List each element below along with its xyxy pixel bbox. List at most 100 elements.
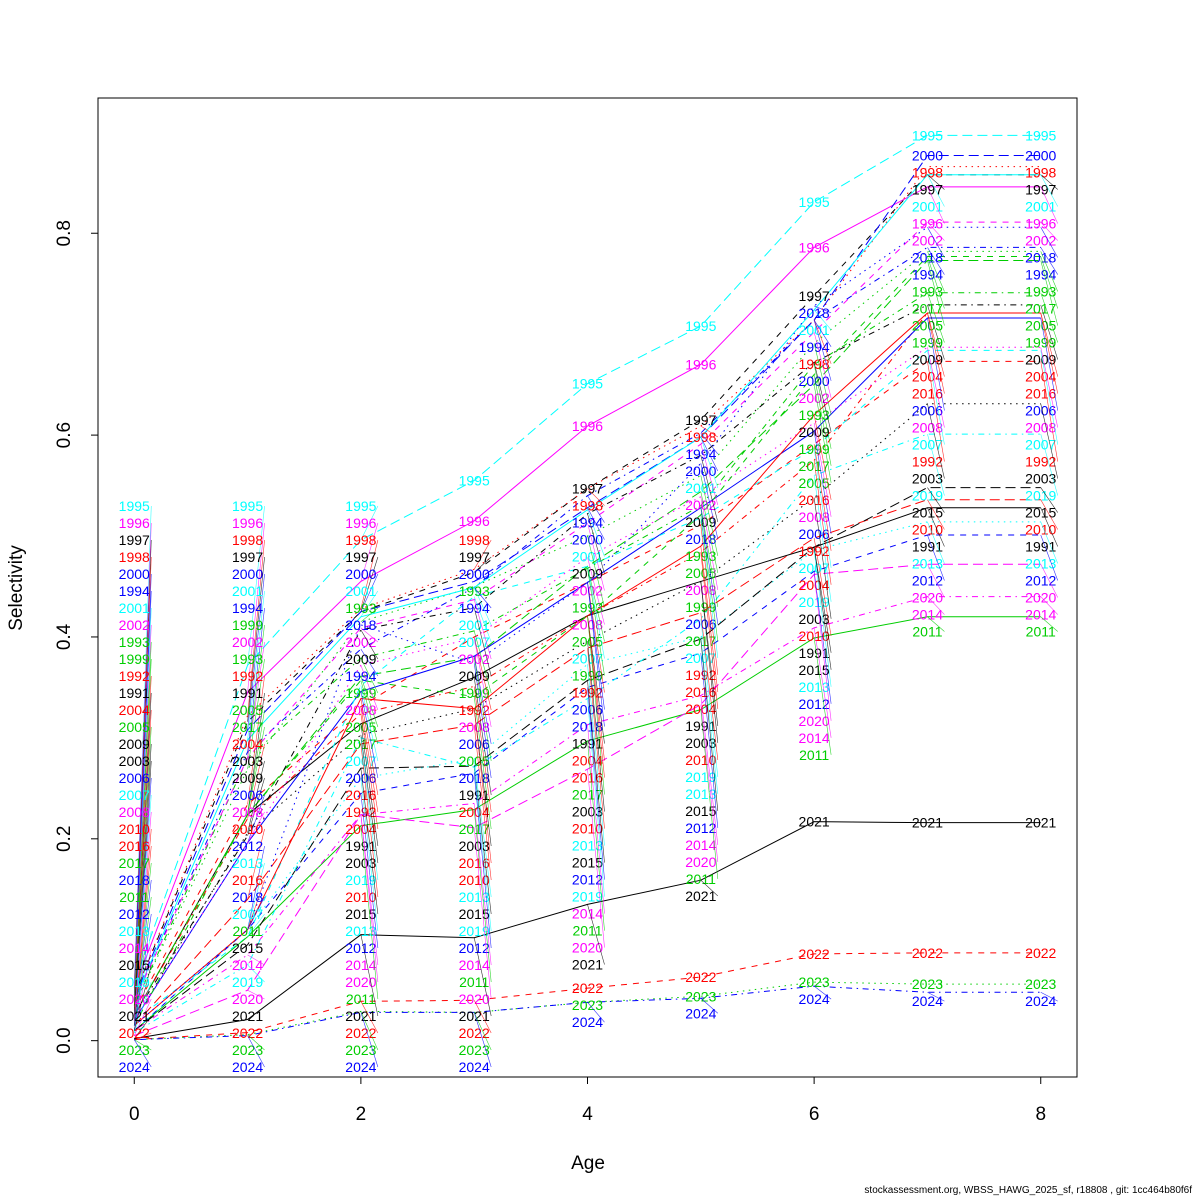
- point-label-group-2014: 2014: [119, 940, 152, 1031]
- point-label-group-2001: 2001: [799, 309, 832, 338]
- point-label-2007: 2007: [459, 634, 490, 650]
- label-leader-2023: [473, 1012, 492, 1051]
- point-label-1996: 1996: [1025, 216, 1056, 232]
- label-leader-2012: [813, 571, 832, 704]
- label-leader-2013: [927, 521, 945, 564]
- point-label-group-2001: 2001: [912, 174, 945, 215]
- point-label-group-2015: 2015: [345, 768, 379, 922]
- label-leader-2007: [247, 913, 265, 937]
- point-label-group-2001: 2001: [1025, 174, 1059, 215]
- point-label-2011: 2011: [1026, 624, 1056, 640]
- label-leader-1994: [813, 319, 832, 347]
- point-label-2011: 2011: [912, 624, 942, 640]
- point-label-group-2006: 2006: [572, 582, 605, 718]
- label-leader-2015: [587, 680, 605, 863]
- point-label-group-2008: 2008: [1025, 347, 1059, 436]
- point-label-1991: 1991: [912, 539, 943, 555]
- series-line-2010: [133, 499, 1041, 1026]
- label-leader-2001: [247, 590, 265, 740]
- point-label-group-2020: 2020: [1025, 564, 1059, 606]
- point-label-2003: 2003: [1025, 471, 1056, 487]
- point-label-2020: 2020: [345, 974, 376, 990]
- point-label-2013: 2013: [232, 855, 263, 871]
- label-leader-1993: [587, 535, 605, 608]
- label-leader-2020: [1040, 564, 1059, 598]
- point-label-2006: 2006: [232, 787, 263, 803]
- point-label-group-2015: 2015: [685, 638, 719, 819]
- point-label-group-2014: 2014: [912, 596, 945, 623]
- label-leader-2011: [473, 809, 492, 983]
- point-label-group-1997: 1997: [459, 549, 492, 573]
- point-label-2013: 2013: [1025, 556, 1056, 572]
- label-leader-2010: [1040, 499, 1059, 530]
- point-label-group-1995: 1995: [1025, 127, 1056, 143]
- label-leader-1998: [360, 539, 379, 609]
- point-label-group-2021: 2021: [1025, 815, 1056, 831]
- label-leader-2018: [700, 463, 719, 540]
- point-label-2011: 2011: [119, 889, 149, 905]
- label-leader-2009: [927, 304, 945, 360]
- label-leader-2013: [247, 862, 265, 930]
- point-label-group-2009: 2009: [119, 736, 152, 1016]
- point-label-1996: 1996: [572, 418, 603, 434]
- label-leader-2012: [927, 534, 945, 581]
- point-label-group-1998: 1998: [685, 425, 718, 445]
- label-leader-2012: [133, 913, 152, 1031]
- label-leader-1992: [247, 675, 265, 805]
- series-line-2003: [133, 403, 1041, 1021]
- point-label-group-2000: 2000: [685, 436, 719, 479]
- label-leader-2009: [813, 362, 832, 432]
- point-label-group-2012: 2012: [459, 773, 492, 956]
- label-leader-2009: [473, 607, 492, 677]
- label-leader-2023: [247, 1034, 265, 1051]
- label-leader-2020: [587, 769, 605, 948]
- point-label-2004: 2004: [799, 577, 830, 593]
- point-label-group-2020: 2020: [232, 989, 265, 1007]
- point-label-1997: 1997: [799, 288, 830, 304]
- point-label-group-2022: 2022: [799, 946, 830, 962]
- point-label-group-1994: 1994: [345, 648, 379, 684]
- point-label-group-1993: 1993: [1025, 251, 1059, 300]
- point-label-group-2001: 2001: [685, 437, 719, 496]
- label-leader-2024: [473, 1012, 492, 1068]
- point-label-group-2024: 2024: [232, 1035, 265, 1075]
- point-label-group-2021: 2021: [119, 1008, 152, 1039]
- label-leader-2018: [927, 227, 945, 258]
- series-1998: [133, 166, 1041, 996]
- point-label-2013: 2013: [119, 923, 150, 939]
- point-label-1994: 1994: [345, 668, 376, 684]
- label-leader-2013: [360, 778, 379, 932]
- label-leader-2009: [247, 777, 265, 836]
- label-leader-1992: [360, 706, 379, 813]
- y-axis-label: Selectivity: [6, 545, 27, 631]
- point-label-1994: 1994: [685, 446, 716, 462]
- point-label-1994: 1994: [232, 600, 263, 616]
- point-label-group-2000: 2000: [459, 566, 492, 582]
- point-label-group-1994: 1994: [232, 600, 265, 753]
- label-leader-2004: [1040, 312, 1059, 377]
- point-label-group-2016: 2016: [1025, 312, 1059, 402]
- point-label-2000: 2000: [345, 566, 376, 582]
- label-leader-1996: [360, 522, 379, 582]
- point-label-1993: 1993: [119, 634, 150, 650]
- label-leader-1993: [700, 475, 719, 557]
- point-label-2014: 2014: [459, 957, 490, 973]
- label-leader-2020: [247, 989, 265, 1000]
- point-label-group-1995: 1995: [912, 127, 943, 143]
- label-leader-2012: [360, 793, 379, 949]
- point-label-2022: 2022: [345, 1025, 376, 1041]
- point-label-group-2007: 2007: [1025, 350, 1059, 453]
- label-leader-1992: [700, 524, 719, 675]
- point-label-group-2016: 2016: [685, 546, 719, 700]
- point-label-2003: 2003: [459, 838, 490, 854]
- point-label-1995: 1995: [232, 498, 263, 514]
- label-leader-2002: [360, 627, 379, 643]
- point-label-1996: 1996: [232, 515, 263, 531]
- label-leader-2017: [360, 680, 379, 745]
- point-label-2003: 2003: [232, 753, 263, 769]
- label-leader-1995: [247, 505, 265, 666]
- point-label-group-1996: 1996: [572, 418, 603, 434]
- point-label-2000: 2000: [912, 148, 943, 164]
- label-leader-2010: [473, 724, 492, 881]
- label-leader-2012: [700, 653, 719, 828]
